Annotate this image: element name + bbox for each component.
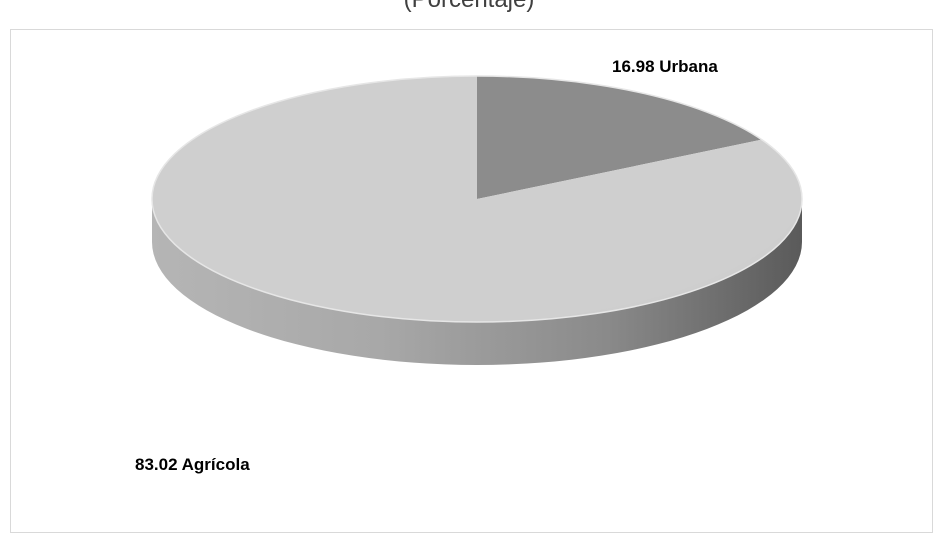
chart-title: (Porcentaje) <box>0 0 938 14</box>
pie-rim <box>151 75 803 323</box>
data-label-agricola: 83.02 Agrícola <box>135 455 250 474</box>
pie-top <box>151 75 803 323</box>
title-clip: (Porcentaje) <box>0 0 938 28</box>
pie-side-wall <box>152 199 802 365</box>
pie-labels: 16.98 Urbana 83.02 Agrícola <box>135 57 718 474</box>
data-label-urbana: 16.98 Urbana <box>612 57 718 76</box>
pie-slice-agricola <box>152 76 802 322</box>
pie-side <box>152 199 802 365</box>
